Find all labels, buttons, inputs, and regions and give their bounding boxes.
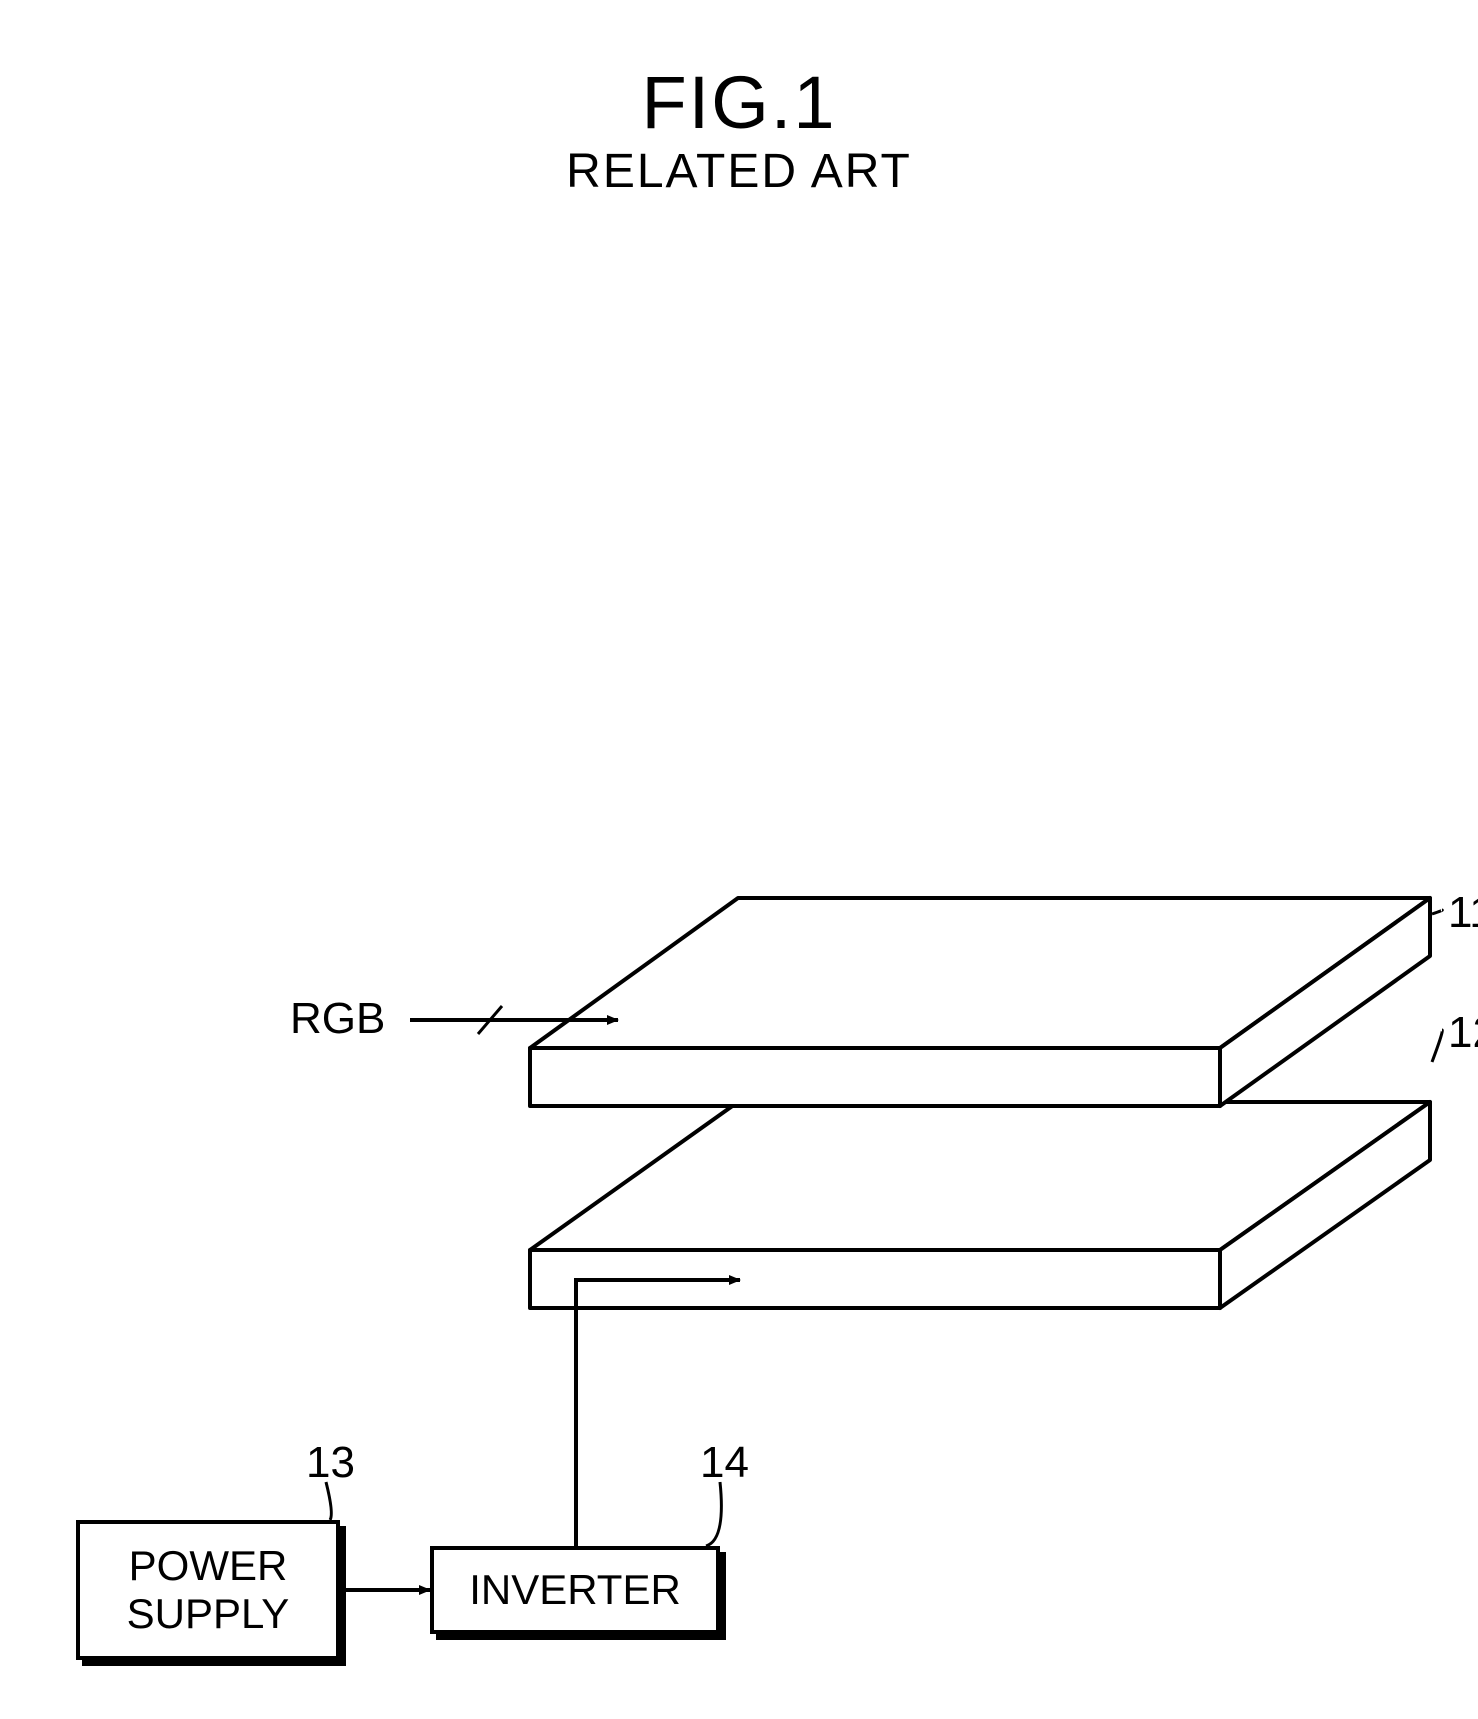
diagram-page: FIG.1 RELATED ART RGB 11 12 POWER SUPPLY…: [0, 0, 1478, 1719]
panel-11-label: 11: [1448, 888, 1478, 938]
inverter-callout: 14: [700, 1438, 749, 1488]
panel-12-label: 12: [1448, 1008, 1478, 1058]
power-supply-callout: 13: [306, 1438, 355, 1488]
figure-title-line1: FIG.1: [0, 60, 1478, 145]
power-supply-label-2: SUPPLY: [127, 1590, 290, 1638]
power-supply-label-1: POWER: [127, 1542, 290, 1590]
rgb-label: RGB: [290, 994, 385, 1044]
inverter-box: INVERTER: [430, 1546, 720, 1634]
figure-title-line2: RELATED ART: [0, 144, 1478, 199]
inverter-label: INVERTER: [469, 1566, 681, 1614]
power-supply-box: POWER SUPPLY: [76, 1520, 340, 1660]
